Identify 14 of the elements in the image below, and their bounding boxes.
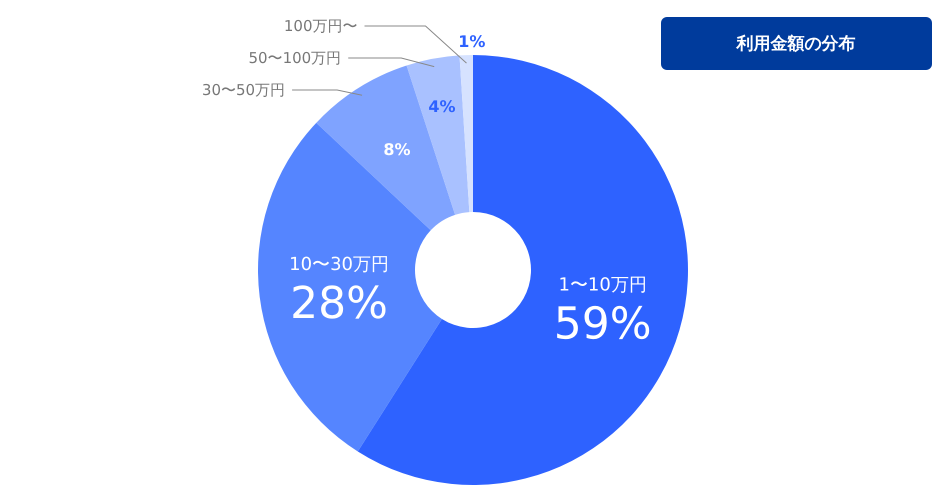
data-label: 28% [290,278,388,329]
donut-slice [316,66,456,230]
text: 利用金額の分布 [736,34,856,54]
slice-label: 50〜100万円 [248,49,342,67]
slice-label: 100万円〜 [284,17,358,35]
slice-label: 1〜10万円 [558,274,647,296]
donut-slice [460,55,473,212]
data-label: 1% [458,32,486,52]
data-label: 8% [383,140,410,160]
slice-label: 10〜30万円 [289,254,389,275]
data-label: 4% [428,96,456,116]
donut-slice [258,122,442,452]
data-label: 59% [554,298,652,350]
slice-label: 30〜50万円 [202,81,286,99]
